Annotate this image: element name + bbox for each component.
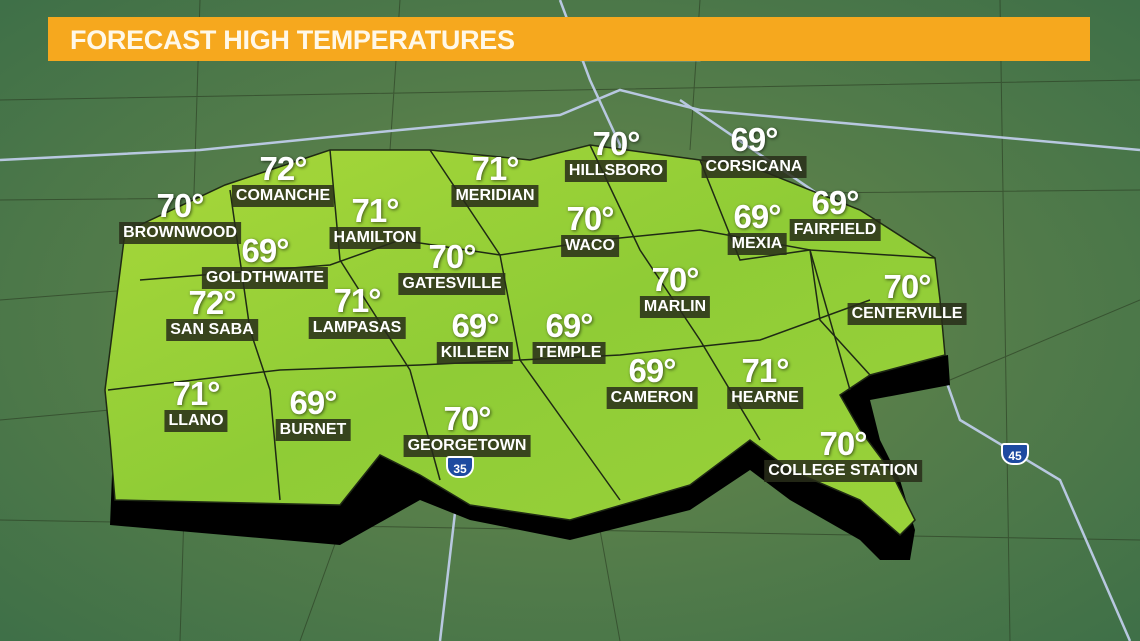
city-name: MARLIN — [639, 296, 711, 318]
temperature: 70° — [443, 400, 492, 437]
city-name: GATESVILLE — [398, 273, 506, 295]
temperature: 71° — [172, 375, 221, 412]
city-mexia: 69° MEXIA — [727, 198, 787, 255]
city-centerville: 70° CENTERVILLE — [847, 268, 967, 325]
city-name: SAN SABA — [166, 319, 258, 341]
county-lines — [107, 144, 936, 501]
city-marlin: 70° MARLIN — [639, 261, 711, 318]
temperature: 69° — [730, 121, 779, 158]
city-temple: 69° TEMPLE — [532, 307, 606, 364]
city-hamilton: 71° HAMILTON — [329, 192, 421, 249]
city-san-saba: 72° SAN SABA — [166, 284, 258, 341]
temperature: 69° — [241, 232, 290, 269]
city-name: MERIDIAN — [451, 185, 539, 207]
city-fairfield: 69° FAIRFIELD — [789, 184, 881, 241]
city-name: CORSICANA — [701, 156, 807, 178]
temperature: 69° — [811, 184, 860, 221]
city-name: COLLEGE STATION — [764, 460, 922, 482]
city-name: HEARNE — [727, 387, 803, 409]
temperature: 70° — [883, 268, 932, 305]
city-waco: 70° WACO — [561, 200, 619, 257]
temperature: 71° — [333, 282, 382, 319]
temperature: 71° — [471, 150, 520, 187]
city-college-station: 70° COLLEGE STATION — [764, 425, 922, 482]
city-name: GEORGETOWN — [403, 435, 531, 457]
title: FORECAST HIGH TEMPERATURES — [70, 25, 515, 55]
city-gatesville: 70° GATESVILLE — [398, 238, 506, 295]
temperature: 69° — [628, 352, 677, 389]
city-georgetown: 70° GEORGETOWN — [403, 400, 531, 457]
temperature: 70° — [156, 187, 205, 224]
temperature: 70° — [566, 200, 615, 237]
city-name: CAMERON — [606, 387, 698, 409]
temperature: 72° — [259, 150, 308, 187]
city-brownwood: 70° BROWNWOOD — [119, 187, 241, 244]
city-name: MEXIA — [727, 233, 787, 255]
city-name: COMANCHE — [231, 185, 335, 207]
interstate-45-label: 45 — [1001, 443, 1029, 465]
city-name: LLANO — [164, 410, 228, 432]
city-cameron: 69° CAMERON — [606, 352, 698, 409]
interstate-45-shield: 45 — [1001, 443, 1029, 467]
city-name: CENTERVILLE — [847, 303, 967, 325]
temperature: 69° — [545, 307, 594, 344]
interstate-35-label: 35 — [446, 456, 474, 478]
temperature: 70° — [651, 261, 700, 298]
temperature: 69° — [289, 384, 338, 421]
city-name: TEMPLE — [532, 342, 606, 364]
city-killeen: 69° KILLEEN — [436, 307, 514, 364]
interstate-35-shield: 35 — [446, 456, 474, 480]
city-name: WACO — [561, 235, 619, 257]
temperature: 72° — [188, 284, 237, 321]
city-goldthwaite: 69° GOLDTHWAITE — [201, 232, 329, 289]
city-name: BURNET — [275, 419, 351, 441]
city-name: BROWNWOOD — [119, 222, 241, 244]
temperature: 71° — [741, 352, 790, 389]
city-lampasas: 71° LAMPASAS — [308, 282, 406, 339]
temperature: 70° — [819, 425, 868, 462]
city-llano: 71° LLANO — [164, 375, 228, 432]
city-name: HILLSBORO — [564, 160, 668, 182]
city-name: LAMPASAS — [308, 317, 406, 339]
city-hillsboro: 70° HILLSBORO — [564, 125, 668, 182]
temperature: 70° — [592, 125, 641, 162]
city-corsicana: 69° CORSICANA — [701, 121, 807, 178]
city-hearne: 71° HEARNE — [727, 352, 803, 409]
temperature: 69° — [451, 307, 500, 344]
city-name: GOLDTHWAITE — [201, 267, 329, 289]
temperature: 69° — [733, 198, 782, 235]
city-name: FAIRFIELD — [789, 219, 881, 241]
city-burnet: 69° BURNET — [275, 384, 351, 441]
city-name: HAMILTON — [329, 227, 421, 249]
temperature: 71° — [351, 192, 400, 229]
temperature: 70° — [428, 238, 477, 275]
city-meridian: 71° MERIDIAN — [451, 150, 539, 207]
city-name: KILLEEN — [436, 342, 514, 364]
title-banner: FORECAST HIGH TEMPERATURES — [48, 17, 1090, 61]
city-comanche: 72° COMANCHE — [231, 150, 335, 207]
